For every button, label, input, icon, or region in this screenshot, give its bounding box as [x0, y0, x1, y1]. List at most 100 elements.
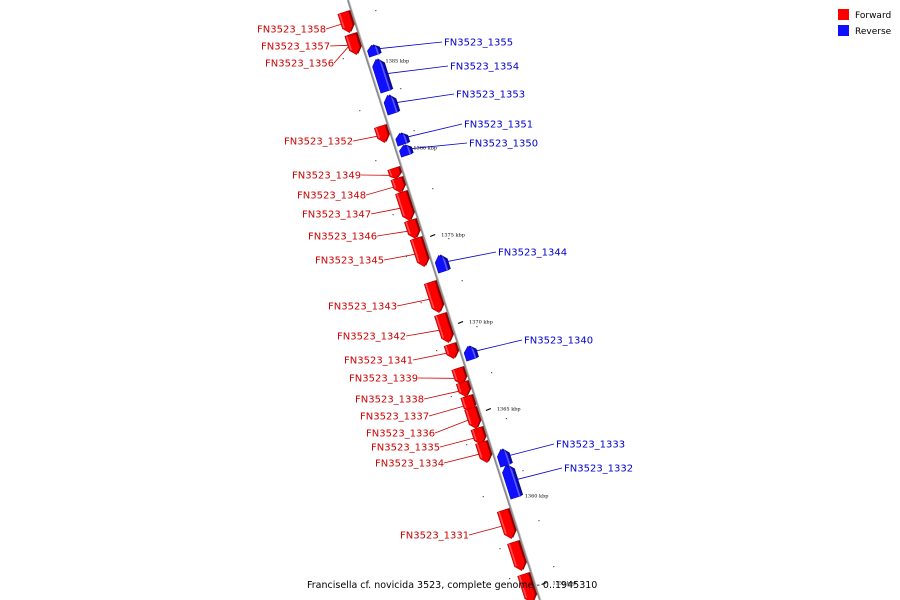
gene-label[interactable]: FN3523_1357	[261, 42, 330, 53]
gene-arrow[interactable]	[409, 236, 430, 268]
gene-label[interactable]: FN3523_1337	[360, 412, 429, 423]
gene-arrow-highlight	[435, 315, 445, 339]
gene-arrow[interactable]	[434, 254, 451, 274]
gene-arrow-body	[464, 406, 480, 430]
label-leader	[378, 41, 443, 50]
gene-arrow[interactable]	[372, 58, 394, 94]
gene-label[interactable]: FN3523_1353	[456, 90, 525, 101]
scale-tick	[429, 233, 436, 238]
label-leader	[508, 443, 555, 457]
scale-tick-label: 1370 kbp	[469, 320, 493, 326]
gene-label[interactable]: FN3523_1358	[257, 25, 326, 36]
track-dot	[375, 160, 377, 162]
gene-arrow[interactable]	[470, 426, 487, 446]
track-dot	[375, 10, 377, 12]
label-leader	[397, 298, 430, 307]
gene-arrow[interactable]	[475, 440, 493, 464]
gene-label-layer: FN3523_1358 FN3523_1357 FN3523_1356 FN3523_…	[257, 23, 633, 542]
gene-arrow-body	[463, 346, 478, 362]
gene-label[interactable]: FN3523_1332	[564, 464, 633, 475]
label-leader	[377, 230, 408, 237]
gene-arrow[interactable]	[344, 33, 362, 56]
gene-label[interactable]: FN3523_1331	[400, 531, 469, 542]
track-dot	[359, 110, 361, 112]
gene-label[interactable]: FN3523_1352	[284, 137, 353, 148]
gene-label[interactable]: FN3523_1340	[524, 336, 593, 347]
gene-arrow[interactable]	[464, 406, 482, 430]
gene-label[interactable]: FN3523_1345	[315, 256, 384, 267]
backbone-layer	[342, 0, 555, 600]
gene-arrow[interactable]	[443, 342, 460, 359]
track-dot	[413, 130, 415, 132]
gene-arrow-body	[470, 426, 486, 446]
gene-label[interactable]: FN3523_1356	[265, 59, 334, 70]
label-leader	[434, 419, 468, 434]
gene-arrow-body	[383, 94, 399, 116]
gene-arrow[interactable]	[463, 345, 479, 362]
gene-arrow[interactable]	[390, 176, 407, 193]
scale-tick	[485, 407, 492, 412]
legend-item-reverse[interactable]: Reverse	[838, 25, 892, 37]
track-dot	[499, 548, 501, 550]
gene-arrow[interactable]	[387, 166, 403, 179]
gene-label[interactable]: FN3523_1347	[302, 210, 371, 221]
track-dot	[476, 326, 478, 328]
gene-label[interactable]: FN3523_1342	[337, 332, 406, 343]
gene-arrow[interactable]	[434, 312, 454, 344]
label-leader	[371, 207, 400, 215]
gene-label[interactable]: FN3523_1346	[308, 232, 377, 243]
gene-arrow-body	[423, 280, 443, 314]
label-leader	[446, 251, 497, 263]
gene-arrow[interactable]	[399, 144, 414, 158]
gene-arrow[interactable]	[404, 218, 421, 240]
gene-label[interactable]: FN3523_1339	[349, 374, 418, 385]
gene-arrow[interactable]	[497, 448, 513, 468]
gene-arrow[interactable]	[502, 464, 524, 500]
gene-arrow-highlight	[465, 409, 472, 425]
gene-arrow[interactable]	[337, 10, 355, 34]
gene-arrow-highlight	[346, 36, 352, 51]
gene-arrow-highlight	[518, 575, 528, 599]
gene-arrow[interactable]	[507, 540, 527, 572]
forward-swatch	[838, 9, 849, 20]
gene-arrow-highlight	[396, 193, 405, 217]
gene-label[interactable]: FN3523_1354	[450, 62, 519, 73]
gene-label[interactable]: FN3523_1351	[464, 120, 533, 131]
gene-arrow-highlight	[476, 443, 483, 459]
gene-arrow[interactable]	[373, 124, 390, 144]
gene-label[interactable]: FN3523_1335	[371, 443, 440, 454]
label-leader	[410, 142, 468, 150]
label-leader	[428, 405, 464, 417]
gene-label[interactable]: FN3523_1333	[556, 440, 625, 451]
gene-label[interactable]: FN3523_1348	[297, 191, 366, 202]
track-dot	[436, 350, 438, 352]
gene-arrow[interactable]	[383, 94, 401, 116]
gene-arrow[interactable]	[395, 190, 415, 222]
gene-label[interactable]: FN3523_1355	[444, 38, 513, 49]
gene-arrow-body	[502, 464, 522, 500]
gene-arrow[interactable]	[395, 132, 411, 147]
gene-arrow[interactable]	[451, 366, 468, 386]
label-leader	[333, 46, 349, 64]
scale-tick-label: 1380 kbp	[413, 146, 437, 152]
track-dot	[538, 520, 540, 522]
gene-arrow-highlight	[411, 239, 420, 263]
gene-label[interactable]: FN3523_1350	[469, 139, 538, 150]
gene-label[interactable]: FN3523_1344	[498, 248, 567, 259]
scale-tick	[457, 320, 464, 325]
gene-label[interactable]: FN3523_1334	[375, 459, 444, 470]
gene-label[interactable]: FN3523_1341	[344, 356, 413, 367]
gene-arrow-highlight	[470, 345, 477, 359]
gene-arrow[interactable]	[367, 44, 382, 58]
gene-label[interactable]: FN3523_1338	[355, 395, 424, 406]
gene-arrow-highlight	[405, 221, 411, 235]
gene-arrow[interactable]	[517, 572, 538, 600]
gene-arrow[interactable]	[455, 380, 472, 397]
gene-arrow[interactable]	[496, 508, 517, 540]
legend-item-forward[interactable]: Forward	[838, 9, 891, 21]
label-leader	[395, 93, 455, 104]
gene-label[interactable]: FN3523_1349	[292, 171, 361, 182]
gene-arrow[interactable]	[423, 280, 445, 314]
gene-label[interactable]: FN3523_1336	[366, 429, 435, 440]
gene-label[interactable]: FN3523_1343	[328, 302, 397, 313]
